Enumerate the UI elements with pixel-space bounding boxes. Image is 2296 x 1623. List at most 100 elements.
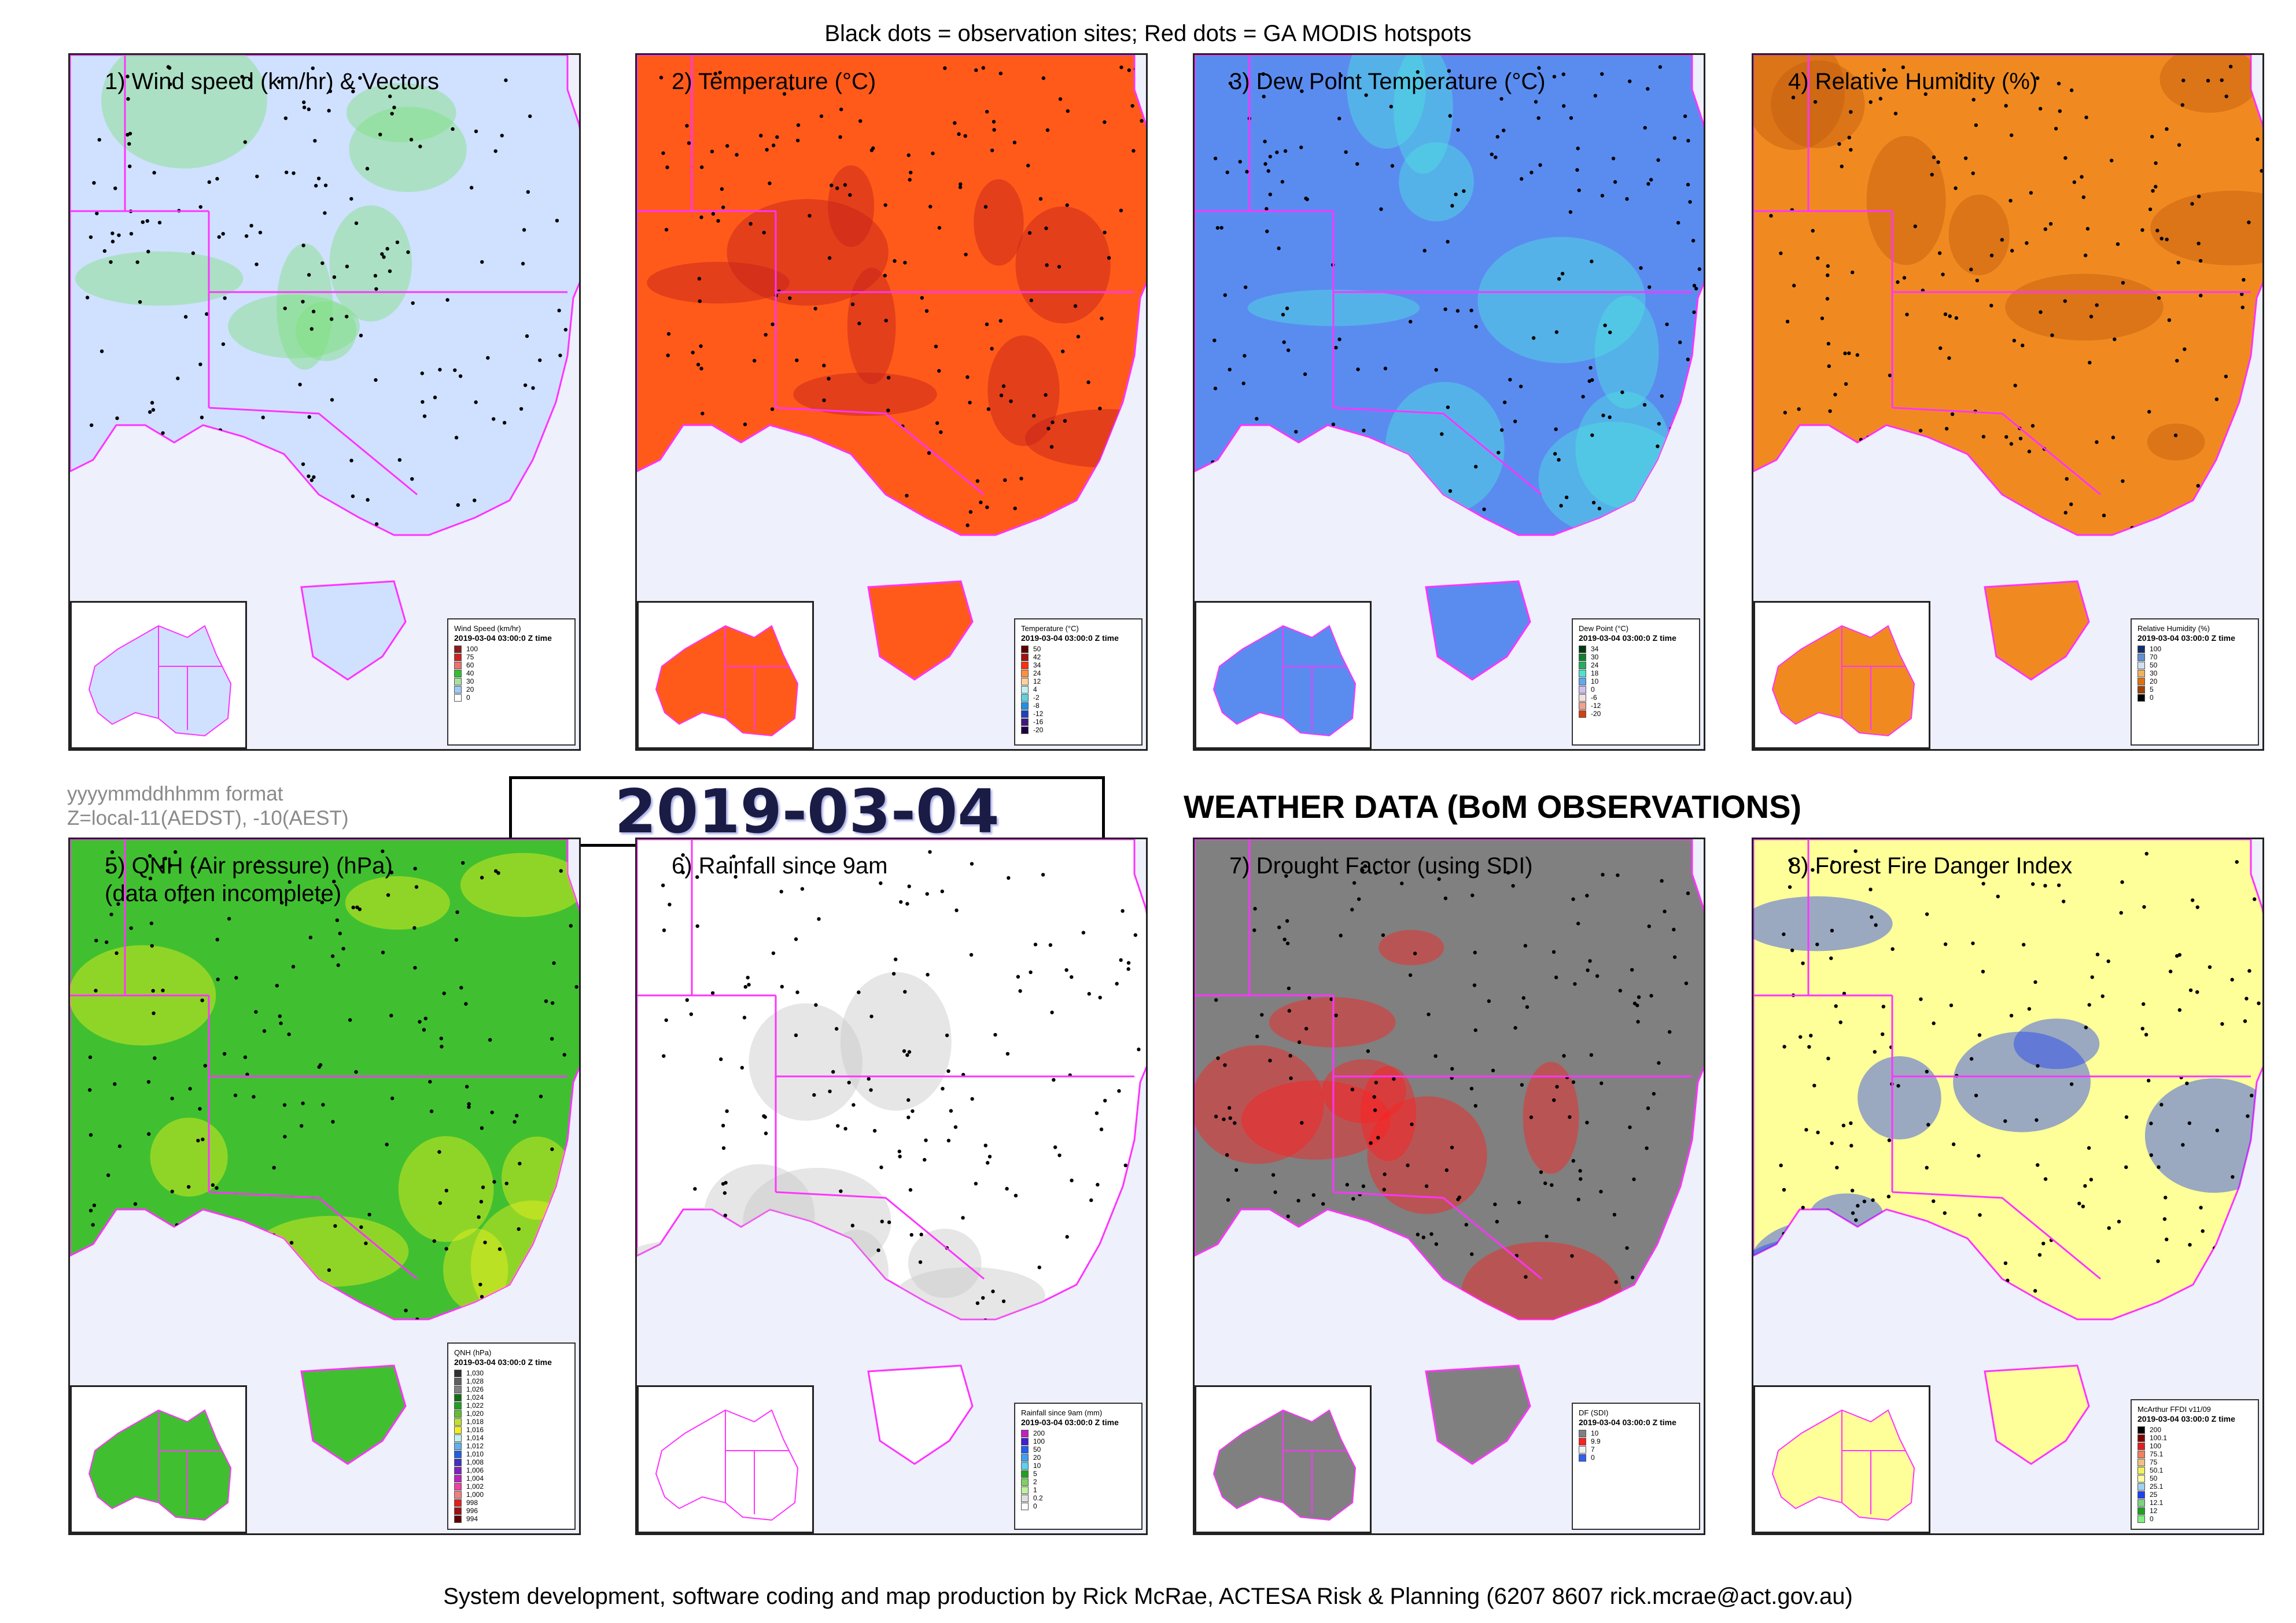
observation-site bbox=[1782, 932, 1786, 936]
observation-site bbox=[908, 1188, 913, 1192]
observation-site bbox=[1339, 934, 1343, 938]
observation-site bbox=[526, 190, 530, 194]
observation-site bbox=[1588, 959, 1592, 963]
observation-site bbox=[240, 75, 244, 79]
observation-site bbox=[905, 1053, 909, 1057]
observation-site bbox=[2036, 1163, 2040, 1167]
observation-site bbox=[1018, 989, 1022, 993]
observation-site bbox=[453, 368, 457, 372]
observation-site bbox=[555, 219, 559, 223]
panel-temperature[interactable]: 2) Temperature (°C) Temperature (°C) 2019-… bbox=[635, 53, 1148, 751]
legend-item: 0 bbox=[1579, 1454, 1694, 1462]
observation-site bbox=[1943, 942, 1948, 946]
observation-site bbox=[1829, 956, 1833, 960]
observation-site bbox=[1847, 135, 1851, 140]
panel-title: 3) Dew Point Temperature (°C) bbox=[1229, 69, 1546, 94]
observation-site bbox=[168, 82, 172, 86]
observation-site bbox=[2089, 1178, 2094, 1182]
observation-site bbox=[1285, 941, 1290, 946]
legend-swatch bbox=[1021, 685, 1029, 694]
value-region bbox=[1025, 409, 1146, 468]
observation-site bbox=[1849, 1144, 1853, 1148]
observation-site bbox=[1618, 988, 1622, 993]
panel-ffdi[interactable]: 8) Forest Fire Danger Index McArthur FFDI… bbox=[1752, 838, 2264, 1535]
observation-site bbox=[2230, 978, 2234, 982]
observation-site bbox=[287, 1032, 291, 1036]
observation-site bbox=[205, 312, 209, 316]
observation-site bbox=[2036, 1064, 2040, 1068]
observation-site bbox=[190, 865, 194, 869]
panel-relative-humidity[interactable]: 4) Relative Humidity (%) Relative Humidit… bbox=[1752, 53, 2264, 751]
observation-site bbox=[102, 249, 107, 253]
observation-site bbox=[477, 1215, 481, 1219]
observation-site bbox=[1788, 885, 1792, 889]
observation-site bbox=[1847, 351, 1851, 355]
observation-site bbox=[1448, 489, 1453, 493]
legend-value: 24 bbox=[1591, 661, 1599, 669]
legend-swatch bbox=[2137, 694, 2145, 702]
observation-site bbox=[330, 398, 334, 402]
observation-site bbox=[301, 1101, 305, 1105]
observation-site bbox=[1471, 893, 1475, 898]
legend-swatch bbox=[454, 1393, 462, 1401]
observation-site bbox=[358, 76, 362, 80]
legend-item: 12 bbox=[2137, 1507, 2253, 1515]
legend-item: 1,018 bbox=[454, 1418, 570, 1426]
observation-site bbox=[351, 494, 355, 499]
observation-site bbox=[710, 991, 715, 995]
observation-site bbox=[1573, 982, 1577, 986]
legend-swatch bbox=[1021, 661, 1029, 669]
observation-site bbox=[771, 951, 776, 956]
observation-site bbox=[382, 255, 386, 259]
observation-site bbox=[981, 1296, 985, 1300]
observation-site bbox=[764, 1131, 768, 1135]
panel-title: 8) Forest Fire Danger Index bbox=[1788, 853, 2073, 879]
panel-rainfall[interactable]: 6) Rainfall since 9am Rainfall since 9am … bbox=[635, 838, 1148, 1535]
observation-site bbox=[1849, 110, 1853, 114]
observation-site bbox=[1834, 1004, 1838, 1008]
legend-item: 40 bbox=[454, 669, 570, 677]
observation-site bbox=[695, 924, 699, 928]
legend-value: 1,026 bbox=[466, 1385, 484, 1393]
legend-swatch bbox=[2137, 1491, 2145, 1499]
legend-item: 1,028 bbox=[454, 1377, 570, 1385]
legend-swatch bbox=[454, 677, 462, 685]
observation-site bbox=[1214, 1115, 1218, 1119]
observation-site bbox=[2012, 338, 2017, 343]
observation-site bbox=[569, 924, 573, 928]
legend-item: 75.1 bbox=[2137, 1450, 2253, 1458]
observation-site bbox=[1053, 1145, 1057, 1149]
legend-title: Dew Point (°C) bbox=[1579, 624, 1629, 633]
panel-dew-point[interactable]: 3) Dew Point Temperature (°C) Dew Point (… bbox=[1193, 53, 1705, 751]
observation-site bbox=[699, 165, 704, 169]
observation-site bbox=[2157, 1165, 2161, 1170]
observation-site bbox=[1529, 1115, 1534, 1119]
observation-site bbox=[1300, 89, 1304, 93]
observation-site bbox=[2245, 997, 2249, 1001]
observation-site bbox=[1456, 1197, 1460, 1201]
observation-site bbox=[1886, 1194, 1891, 1198]
state-border bbox=[775, 407, 985, 496]
legend-item: 1,030 bbox=[454, 1369, 570, 1377]
observation-site bbox=[1672, 927, 1676, 932]
legend-item: 0 bbox=[1021, 1502, 1137, 1510]
observation-site bbox=[718, 1057, 723, 1061]
legend-swatch bbox=[454, 1434, 462, 1442]
panel-drought-factor[interactable]: 7) Drought Factor (using SDI) DF (SDI) 201… bbox=[1193, 838, 1705, 1535]
tasmania-fill bbox=[1425, 1364, 1531, 1465]
observation-site bbox=[2095, 953, 2100, 957]
panel-qnh[interactable]: 5) QNH (Air pressure) (hPa) (data often … bbox=[68, 838, 581, 1535]
observation-site bbox=[790, 86, 794, 91]
observation-site bbox=[2168, 969, 2173, 973]
observation-site bbox=[1543, 1181, 1547, 1185]
inset-map bbox=[1753, 1385, 1930, 1533]
panel-wind-speed[interactable]: 1) Wind speed (km/hr) & Vectors Wind Spee… bbox=[68, 53, 581, 751]
value-region bbox=[1347, 55, 1427, 149]
observation-site bbox=[1103, 120, 1107, 124]
legend-value: 50.1 bbox=[2150, 1466, 2164, 1474]
legend-swatch bbox=[2137, 1466, 2145, 1474]
observation-site bbox=[1390, 164, 1395, 168]
observation-site bbox=[1608, 415, 1612, 419]
observation-site bbox=[1241, 381, 1245, 386]
value-region bbox=[1866, 135, 1946, 265]
